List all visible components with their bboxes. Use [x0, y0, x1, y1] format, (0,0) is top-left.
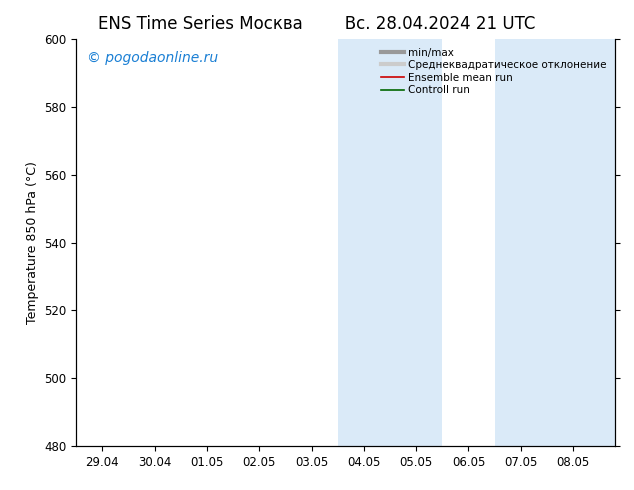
Bar	[338, 39, 443, 446]
Text: © pogodaonline.ru: © pogodaonline.ru	[87, 51, 218, 65]
Text: ENS Time Series Москва        Вс. 28.04.2024 21 UTC: ENS Time Series Москва Вс. 28.04.2024 21…	[98, 15, 536, 33]
Bar	[495, 39, 615, 446]
Y-axis label: Temperature 850 hPa (°C): Temperature 850 hPa (°C)	[25, 161, 39, 324]
Legend: min/max, Среднеквадратическое отклонение, Ensemble mean run, Controll run: min/max, Среднеквадратическое отклонение…	[378, 45, 610, 98]
